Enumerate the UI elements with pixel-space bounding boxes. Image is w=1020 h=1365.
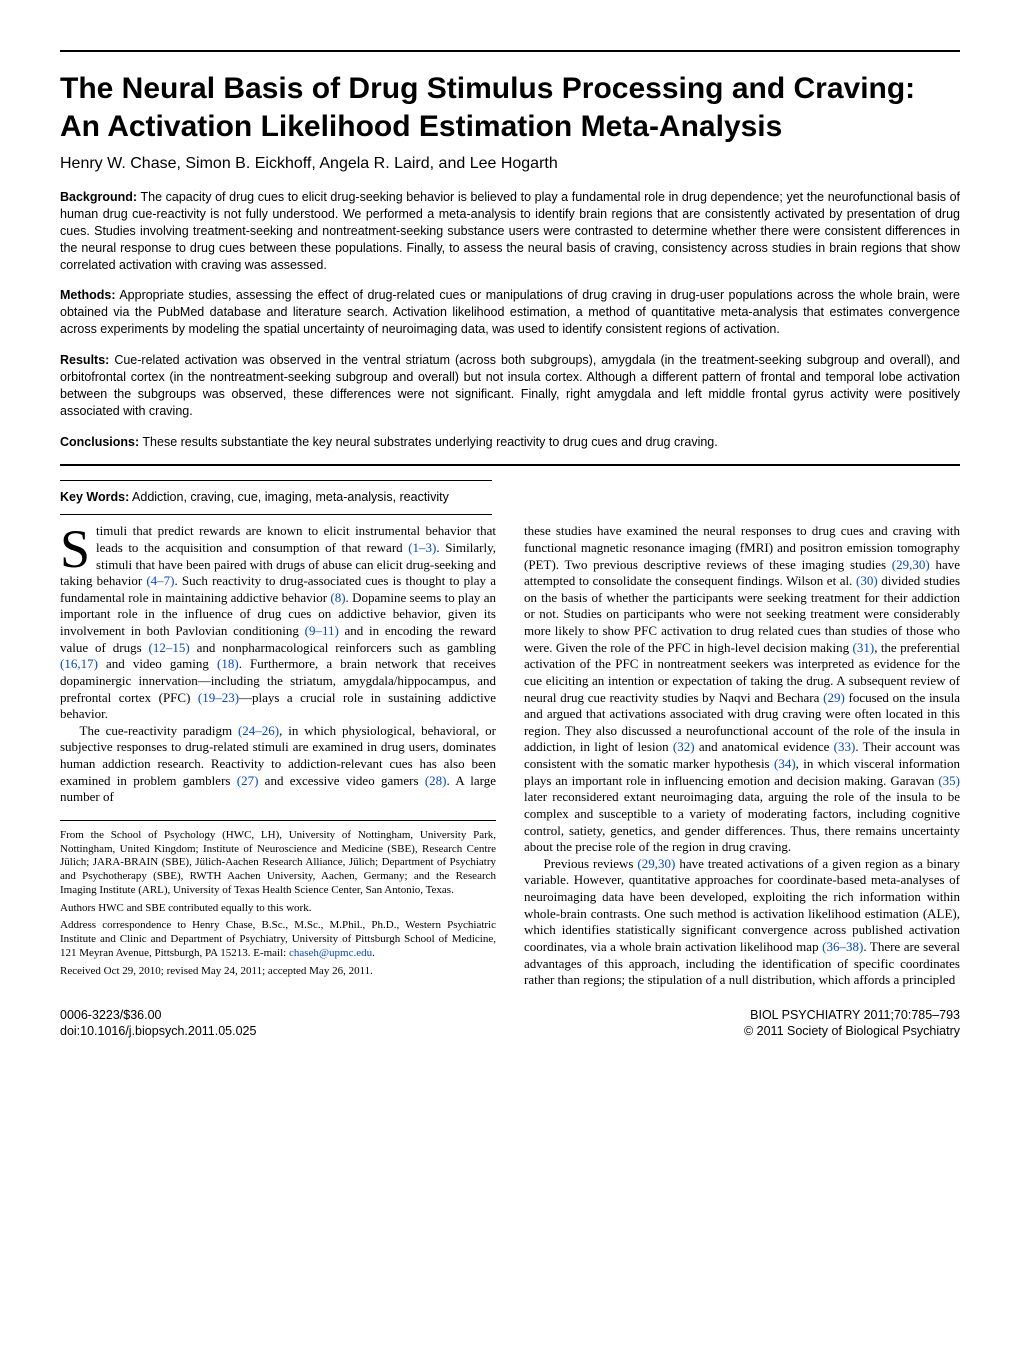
top-rule xyxy=(60,50,960,52)
ref-8[interactable]: (8) xyxy=(330,590,345,605)
p1g: and video gaming xyxy=(98,656,217,671)
ref-36-38[interactable]: (36–38) xyxy=(822,939,863,954)
author-line: Henry W. Chase, Simon B. Eickhoff, Angel… xyxy=(60,155,960,173)
ref-35[interactable]: (35) xyxy=(938,773,960,788)
page-footer: 0006-3223/$36.00 doi:10.1016/j.biopsych.… xyxy=(60,1007,960,1040)
article-title: The Neural Basis of Drug Stimulus Proces… xyxy=(60,70,960,145)
background-label: Background: xyxy=(60,190,137,204)
affil-correspondence: Address correspondence to Henry Chase, B… xyxy=(60,919,496,960)
ref-31[interactable]: (31) xyxy=(853,640,875,655)
c2p2a: Previous reviews xyxy=(544,856,638,871)
abstract-background: Background: The capacity of drug cues to… xyxy=(60,189,960,273)
keywords-text: Addiction, craving, cue, imaging, meta-a… xyxy=(132,490,449,504)
affil-equal: Authors HWC and SBE contributed equally … xyxy=(60,902,496,916)
p1f: and nonpharmacological reinforcers such … xyxy=(190,640,496,655)
ref-9-11[interactable]: (9–11) xyxy=(305,623,339,638)
methods-text: Appropriate studies, assessing the effec… xyxy=(60,288,960,336)
column-right: these studies have examined the neural r… xyxy=(524,523,960,989)
c2p1i: later reconsidered extant neuroimaging d… xyxy=(524,789,960,854)
body-para-4: Previous reviews (29,30) have treated ac… xyxy=(524,856,960,989)
dropcap-s: S xyxy=(60,523,96,571)
ref-33[interactable]: (33) xyxy=(834,739,856,754)
abstract-bottom-rule xyxy=(60,464,960,466)
ref-32[interactable]: (32) xyxy=(673,739,695,754)
body-para-2: The cue-reactivity paradigm (24–26), in … xyxy=(60,723,496,806)
footer-left: 0006-3223/$36.00 doi:10.1016/j.biopsych.… xyxy=(60,1007,256,1040)
body-para-1: Stimuli that predict rewards are known t… xyxy=(60,523,496,723)
footer-right: BIOL PSYCHIATRY 2011;70:785–793 © 2011 S… xyxy=(744,1007,960,1040)
affil-received: Received Oct 29, 2010; revised May 24, 2… xyxy=(60,965,496,979)
issn-price: 0006-3223/$36.00 xyxy=(60,1007,256,1023)
body-columns: Stimuli that predict rewards are known t… xyxy=(60,523,960,989)
ref-27[interactable]: (27) xyxy=(237,773,259,788)
results-label: Results: xyxy=(60,353,109,367)
conclusions-text: These results substantiate the key neura… xyxy=(142,435,717,449)
p2c: and excessive video gamers xyxy=(258,773,424,788)
body-para-3: these studies have examined the neural r… xyxy=(524,523,960,856)
ref-19-23[interactable]: (19–23) xyxy=(198,690,239,705)
keywords-label: Key Words: xyxy=(60,490,129,504)
ref-18[interactable]: (18) xyxy=(217,656,239,671)
abstract-conclusions: Conclusions: These results substantiate … xyxy=(60,434,960,451)
ref-4-7[interactable]: (4–7) xyxy=(146,573,174,588)
copyright: © 2011 Society of Biological Psychiatry xyxy=(744,1023,960,1039)
ref-16-17[interactable]: (16,17) xyxy=(60,656,98,671)
ref-12-15[interactable]: (12–15) xyxy=(149,640,190,655)
email-link[interactable]: chaseh@upmc.edu xyxy=(286,947,372,959)
ref-29b[interactable]: (29) xyxy=(823,690,845,705)
doi: doi:10.1016/j.biopsych.2011.05.025 xyxy=(60,1023,256,1039)
ref-29-30b[interactable]: (29,30) xyxy=(637,856,675,871)
keywords-block: Key Words: Addiction, craving, cue, imag… xyxy=(60,489,492,506)
affiliation-block: From the School of Psychology (HWC, LH),… xyxy=(60,820,496,979)
ref-1-3[interactable]: (1–3) xyxy=(408,540,436,555)
keywords-bottom-rule xyxy=(60,514,492,515)
ref-34[interactable]: (34) xyxy=(774,756,796,771)
ref-28[interactable]: (28) xyxy=(425,773,447,788)
journal-pages: BIOL PSYCHIATRY 2011;70:785–793 xyxy=(744,1007,960,1023)
background-text: The capacity of drug cues to elicit drug… xyxy=(60,190,960,272)
keywords-top-rule xyxy=(60,480,492,481)
c2p1f: and anatomical evidence xyxy=(695,739,834,754)
ref-30[interactable]: (30) xyxy=(856,573,878,588)
affil-corr-b: . xyxy=(372,947,375,959)
conclusions-label: Conclusions: xyxy=(60,435,139,449)
column-left: Stimuli that predict rewards are known t… xyxy=(60,523,496,989)
ref-29-30[interactable]: (29,30) xyxy=(892,557,930,572)
results-text: Cue-related activation was observed in t… xyxy=(60,353,960,418)
affil-from: From the School of Psychology (HWC, LH),… xyxy=(60,829,496,898)
abstract-methods: Methods: Appropriate studies, assessing … xyxy=(60,287,960,338)
p2a: The cue-reactivity paradigm xyxy=(80,723,238,738)
abstract-results: Results: Cue-related activation was obse… xyxy=(60,352,960,420)
affil-corr-a: Address correspondence to Henry Chase, B… xyxy=(60,919,496,959)
methods-label: Methods: xyxy=(60,288,116,302)
ref-24-26[interactable]: (24–26) xyxy=(238,723,279,738)
